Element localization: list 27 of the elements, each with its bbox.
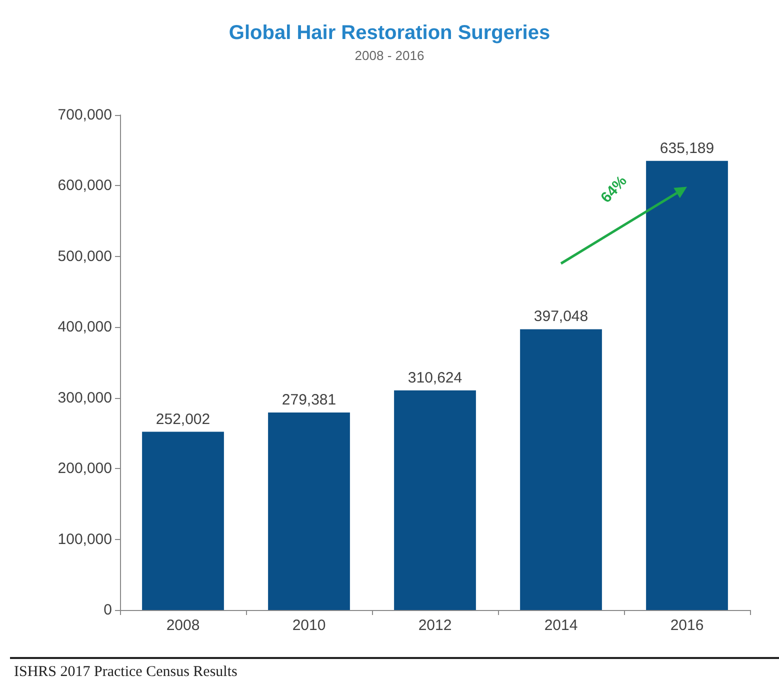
y-tick-label: 200,000 <box>58 460 112 478</box>
y-tick-label: 100,000 <box>58 530 112 548</box>
data-label: 397,048 <box>534 308 588 326</box>
y-tick-label: 0 <box>104 602 112 618</box>
data-label: 279,381 <box>282 391 336 408</box>
bar <box>520 329 602 610</box>
bar <box>646 160 728 610</box>
y-tick-label: 400,000 <box>58 318 112 336</box>
bar <box>268 412 350 610</box>
bar <box>394 390 476 610</box>
data-label: 310,624 <box>408 369 462 386</box>
x-tick-label: 2008 <box>166 617 200 634</box>
x-tick-label: 2016 <box>670 617 704 634</box>
y-tick-label: 700,000 <box>58 106 112 124</box>
bar <box>142 432 224 610</box>
x-tick-label: 2012 <box>418 617 452 634</box>
y-tick-label: 500,000 <box>58 248 112 265</box>
x-tick-label: 2010 <box>292 617 326 634</box>
chart-title: Global Hair Restoration Surgeries <box>228 22 550 44</box>
x-tick-label: 2014 <box>544 617 578 634</box>
y-tick-label: 600,000 <box>58 177 112 194</box>
annotation: 64% <box>598 172 630 206</box>
text: ISHRS 2017 Practice Census Results <box>14 664 238 681</box>
data-label: 252,002 <box>156 410 210 428</box>
chart-subtitle: 2008 - 2016 <box>354 48 424 63</box>
data-label: 635,189 <box>660 140 714 157</box>
y-tick-label: 300,000 <box>58 389 112 406</box>
